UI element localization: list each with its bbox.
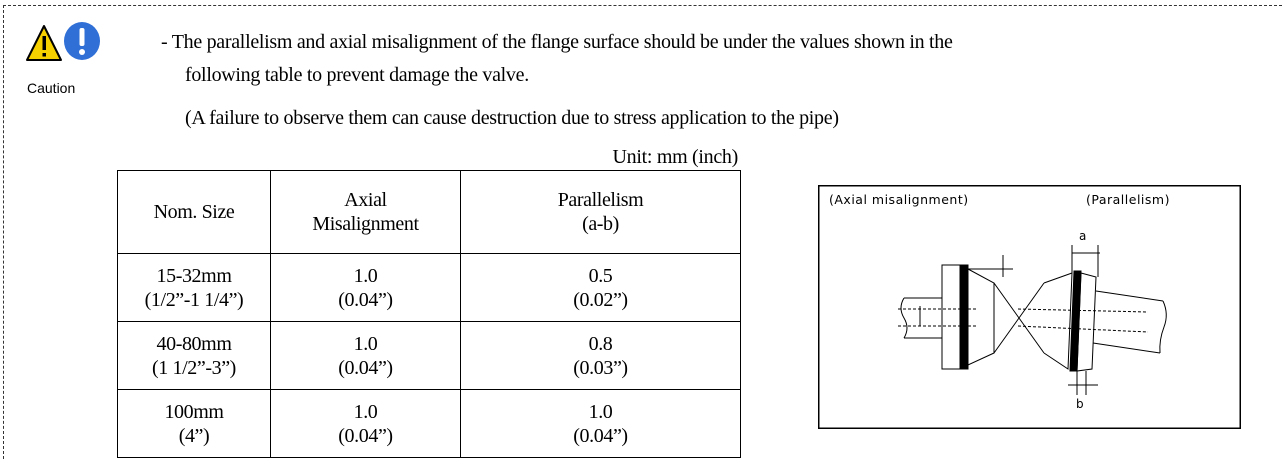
- cell-line: Misalignment: [312, 213, 419, 235]
- cell-line: 15-32mm: [156, 264, 232, 287]
- caution-text: following table to prevent damage the va…: [185, 64, 529, 86]
- cell-line: Axial: [344, 189, 387, 211]
- table-cell: 15-32mm (1/2”-1 1/4”): [117, 253, 271, 322]
- table-cell: 0.5 (0.02”): [460, 253, 741, 322]
- cell-line: (0.04”): [338, 288, 393, 311]
- table-cell: Axial Misalignment: [270, 170, 461, 254]
- table-cell: 1.0 (0.04”): [270, 253, 461, 322]
- cell-line: 0.5: [588, 264, 613, 287]
- cell-line: 1.0: [353, 264, 378, 287]
- unit-label: Unit: mm (inch): [612, 146, 739, 168]
- cell-line: (0.02”): [573, 288, 628, 311]
- cell-line: (a-b): [582, 213, 619, 235]
- table-row: 40-80mm (1 1/2”-3”) 1.0 (0.04”) 0.8 (0.03”): [117, 321, 741, 390]
- dim-label: b: [1076, 397, 1084, 411]
- table-cell: Nom. Size: [117, 170, 271, 254]
- spec-table: Nom. Size Axial Misalignment Parallelism (a-…: [117, 170, 741, 458]
- cell-line: (1 1/2”-3”): [152, 356, 236, 379]
- cell-line: (0.04”): [338, 356, 393, 379]
- diagram-label: (Axial misalignment): [829, 192, 969, 207]
- table-row: Nom. Size Axial Misalignment Parallelism (a-…: [117, 170, 741, 254]
- caution-text: - The parallelism and axial misalignment…: [161, 31, 953, 53]
- cell-line: 0.8: [588, 332, 613, 355]
- caution-text: (A failure to observe them can cause des…: [185, 107, 839, 129]
- diagram-label: (Parallelism): [1086, 192, 1170, 207]
- dim-label: a: [1079, 229, 1086, 243]
- caution-icons: [26, 22, 100, 61]
- cell-line: 1.0: [353, 400, 378, 423]
- cell-line: (1/2”-1 1/4”): [144, 288, 244, 311]
- table-row: 15-32mm (1/2”-1 1/4”) 1.0 (0.04”) 0.5 (0.02”): [117, 253, 741, 322]
- cell-line: 1.0: [353, 332, 378, 355]
- alignment-diagram: (Axial misalignment) (Parallelism) a b: [818, 185, 1241, 429]
- table-cell: Parallelism (a-b): [460, 170, 741, 254]
- cell-line: 100mm: [164, 400, 224, 423]
- cell-line: (4”): [178, 424, 210, 447]
- table-cell: 1.0 (0.04”): [270, 389, 461, 458]
- dashed-frame: [3, 5, 1282, 459]
- cell-line: (0.04”): [573, 424, 628, 447]
- table-cell: 1.0 (0.04”): [460, 389, 741, 458]
- cell-line: (0.03”): [573, 356, 628, 379]
- table-row: 100mm (4”) 1.0 (0.04”) 1.0 (0.04”): [117, 389, 741, 458]
- table-cell: 100mm (4”): [117, 389, 271, 458]
- cell-line: Parallelism: [557, 189, 644, 211]
- table-cell: 0.8 (0.03”): [460, 321, 741, 390]
- cell-line: 1.0: [588, 400, 613, 423]
- caution-label: Caution: [27, 80, 76, 96]
- cell-line: Nom. Size: [153, 201, 235, 223]
- cell-line: 40-80mm: [156, 332, 232, 355]
- table-cell: 40-80mm (1 1/2”-3”): [117, 321, 271, 390]
- cell-line: (0.04”): [338, 424, 393, 447]
- table-cell: 1.0 (0.04”): [270, 321, 461, 390]
